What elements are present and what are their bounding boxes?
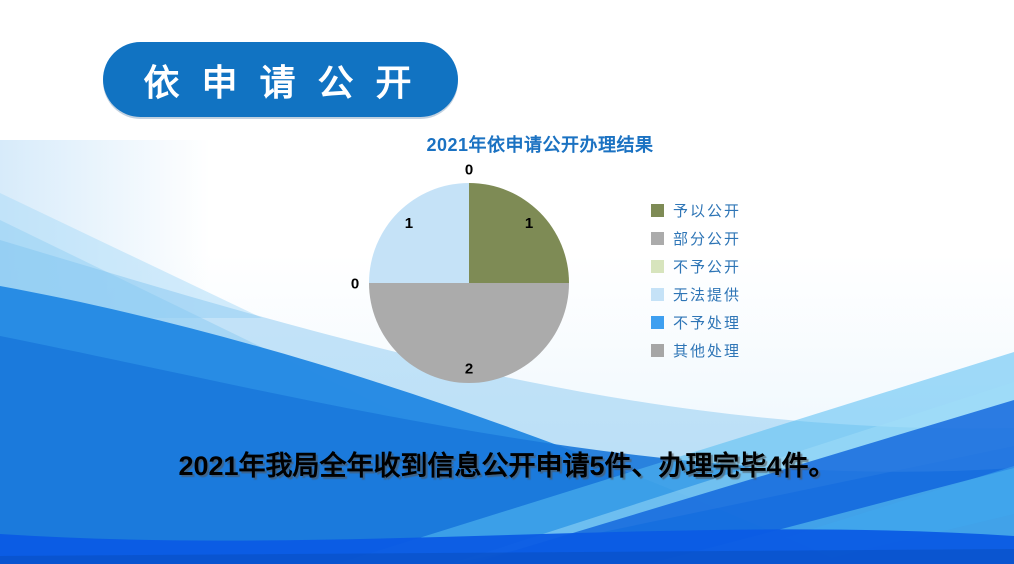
legend-swatch-icon xyxy=(651,288,664,301)
legend-swatch-icon xyxy=(651,344,664,357)
legend-swatch-icon xyxy=(651,204,664,217)
legend-item-6: 其他处理 xyxy=(651,341,741,360)
wave-layer-bottom-edge xyxy=(0,549,1014,564)
pie-slice-2 xyxy=(369,283,569,383)
pie-slice-1 xyxy=(469,183,569,283)
pie-data-label: 2 xyxy=(465,360,473,377)
legend-label: 不予公开 xyxy=(673,259,742,276)
legend-item-4: 无法提供 xyxy=(651,285,741,304)
legend-label: 予以公开 xyxy=(673,203,742,220)
legend-label: 无法提供 xyxy=(673,287,742,304)
legend-swatch-icon xyxy=(651,260,664,273)
legend-label: 其他处理 xyxy=(673,343,742,360)
chart-legend: 予以公开部分公开不予公开无法提供不予处理其他处理 xyxy=(651,201,741,360)
section-badge: 依 申 请 公 开 xyxy=(103,42,458,117)
legend-item-5: 不予处理 xyxy=(651,313,741,332)
chart-title: 2021年依申请公开办理结果 xyxy=(426,135,654,155)
pie-data-label: 1 xyxy=(525,215,533,232)
legend-item-1: 予以公开 xyxy=(651,201,741,220)
pie-slice-4 xyxy=(369,183,469,283)
pie-chart: 1 2 0 1 0 xyxy=(351,161,569,383)
legend-swatch-icon xyxy=(651,316,664,329)
wave-layer-right-crest xyxy=(450,382,1014,564)
legend-item-2: 部分公开 xyxy=(651,229,741,248)
wave-layer-royal-streak xyxy=(470,400,1014,564)
pie-data-label: 1 xyxy=(405,215,413,232)
summary-text: 2021年我局全年收到信息公开申请5件、办理完毕4件。 xyxy=(178,451,836,481)
section-badge-label: 依 申 请 公 开 xyxy=(143,61,418,103)
pie-data-label: 0 xyxy=(351,275,359,292)
legend-item-3: 不予公开 xyxy=(651,257,741,276)
legend-label: 不予处理 xyxy=(673,315,742,332)
pie-data-label: 0 xyxy=(465,161,473,178)
legend-swatch-icon xyxy=(651,232,664,245)
legend-label: 部分公开 xyxy=(673,231,742,248)
